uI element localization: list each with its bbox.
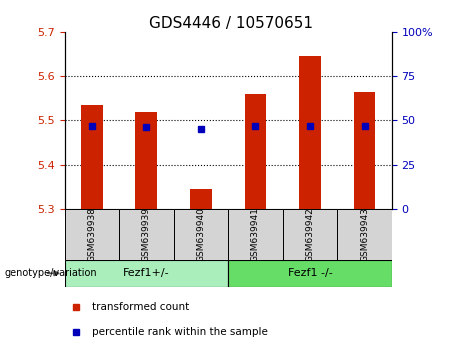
- Text: GSM639939: GSM639939: [142, 207, 151, 262]
- Bar: [228, 209, 283, 260]
- Text: GSM639943: GSM639943: [360, 207, 369, 262]
- Bar: [65, 260, 228, 287]
- Bar: [337, 209, 392, 260]
- Bar: [65, 209, 119, 260]
- Text: genotype/variation: genotype/variation: [5, 268, 97, 278]
- Bar: [81, 105, 103, 209]
- Bar: [244, 94, 266, 209]
- Bar: [299, 56, 321, 209]
- Bar: [354, 92, 375, 209]
- Text: Fezf1+/-: Fezf1+/-: [123, 268, 170, 279]
- Bar: [283, 209, 337, 260]
- Bar: [228, 260, 392, 287]
- Text: GSM639938: GSM639938: [87, 207, 96, 262]
- Text: GSM639942: GSM639942: [306, 207, 314, 262]
- Bar: [136, 112, 157, 209]
- Text: GSM639941: GSM639941: [251, 207, 260, 262]
- Text: transformed count: transformed count: [92, 302, 189, 312]
- Text: percentile rank within the sample: percentile rank within the sample: [92, 327, 268, 337]
- Text: GSM639940: GSM639940: [196, 207, 206, 262]
- Bar: [190, 189, 212, 209]
- Text: GDS4446 / 10570651: GDS4446 / 10570651: [148, 16, 313, 31]
- Bar: [119, 209, 174, 260]
- Text: Fezf1 -/-: Fezf1 -/-: [288, 268, 332, 279]
- Bar: [174, 209, 228, 260]
